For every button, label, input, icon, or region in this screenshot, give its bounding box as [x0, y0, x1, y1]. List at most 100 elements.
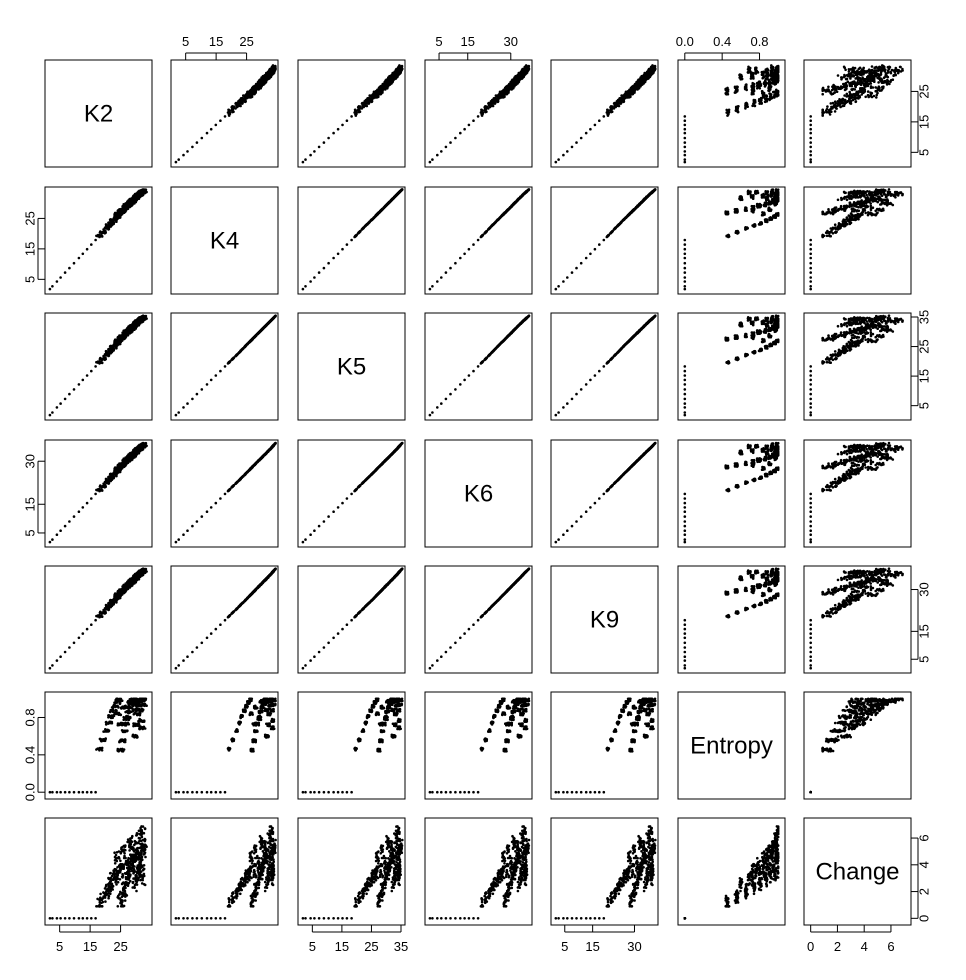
- point-K2-K9-577: [643, 76, 646, 79]
- point-K2-Change-577: [883, 76, 886, 79]
- point-K4-K5-571: [398, 191, 401, 194]
- point-K2-Change-518: [851, 85, 854, 88]
- point-K2-K9-571: [651, 66, 654, 69]
- point-K2-K6-579: [506, 90, 509, 93]
- point-K2-Entropy-568: [764, 71, 767, 74]
- point-K2-Change-241: [825, 111, 828, 114]
- point-K4-K2-571: [143, 191, 146, 194]
- point-K2-Change-523: [865, 78, 868, 81]
- point-K2-K5-545: [359, 106, 362, 109]
- point-K2-Change-465: [851, 89, 854, 92]
- point-K2-K5-7: [332, 132, 335, 135]
- point-K2-Change-581: [897, 72, 900, 75]
- point-K2-K5-577: [390, 76, 393, 79]
- point-K2-Entropy-250: [734, 86, 737, 89]
- point-K2-Entropy-512: [769, 93, 772, 96]
- point-K2-K6-545: [485, 106, 488, 109]
- point-K2-Entropy-570: [747, 68, 750, 71]
- point-K2-Entropy-579: [752, 90, 755, 93]
- point-K4-K5-572: [400, 189, 403, 192]
- point-K4-K5-9: [341, 248, 344, 251]
- point-K2-K4-571: [271, 66, 274, 69]
- point-K2-K9-2: [562, 154, 565, 157]
- point-K2-K6-7: [459, 132, 462, 135]
- point-K2-Change-558: [849, 82, 852, 85]
- point-K2-K5-9: [341, 124, 344, 127]
- point-K2-K6-546: [488, 104, 491, 107]
- point-K2-Entropy-526: [752, 77, 755, 80]
- point-K2-Change-485: [868, 80, 871, 83]
- point-K2-Change-461: [881, 81, 884, 84]
- point-K2-K6-513: [500, 95, 503, 98]
- point-K2-K9-581: [647, 72, 650, 75]
- point-K4-K2-578: [122, 204, 125, 207]
- point-K2-Change-115: [871, 65, 874, 68]
- point-K2-Change-151: [862, 67, 865, 70]
- point-K2-K5-558: [385, 82, 388, 85]
- point-K2-Change-547: [842, 105, 845, 108]
- point-K2-Change-511: [848, 98, 851, 101]
- point-K2-K5-0: [302, 161, 305, 164]
- point-K4-K6-9: [468, 248, 471, 251]
- point-K2-K4-551: [246, 91, 249, 94]
- point-K2-Entropy-559: [768, 83, 771, 86]
- point-K2-Entropy-558: [765, 82, 768, 85]
- point-K2-Entropy-551: [772, 91, 775, 94]
- point-K2-Change-307: [871, 96, 874, 99]
- point-K2-K5-11: [350, 115, 353, 118]
- point-K2-K9-553: [630, 88, 633, 91]
- point-K2-Change-422: [870, 85, 873, 88]
- point-K2-K6-2: [436, 154, 439, 157]
- point-K2-Entropy-476: [775, 89, 778, 92]
- point-K2-Entropy-4: [684, 146, 687, 149]
- point-K2-Entropy-572: [775, 67, 778, 70]
- point-K2-K5-468: [355, 114, 358, 117]
- point-K2-K9-578: [637, 87, 640, 90]
- point-K2-K9-513: [626, 95, 629, 98]
- point-K2-Entropy-531: [754, 67, 757, 70]
- point-K2-Change-117: [875, 96, 878, 99]
- point-K2-Entropy-431: [737, 105, 740, 108]
- point-K2-Entropy-509: [754, 104, 757, 107]
- point-K2-Entropy-8: [684, 128, 687, 131]
- point-K4-K5-551: [373, 216, 376, 219]
- point-K2-Change-546: [838, 104, 841, 107]
- point-K2-Change-492: [860, 70, 863, 73]
- point-K2-Entropy-575: [773, 82, 776, 85]
- point-K2-K6-572: [527, 67, 530, 70]
- point-K4-K2-8: [82, 253, 85, 256]
- point-K2-Entropy-545: [735, 106, 738, 109]
- point-K4-K2-544: [100, 234, 103, 237]
- point-K2-Change-526: [849, 77, 852, 80]
- point-K4-K2-573: [116, 212, 119, 215]
- point-K2-Change-549: [844, 99, 847, 102]
- point-K2-Change-438: [854, 93, 857, 96]
- point-K2-K4-574: [255, 87, 258, 90]
- point-K2-Entropy-521: [768, 79, 771, 82]
- point-K2-Change-532: [852, 71, 855, 74]
- point-K4-K2-546: [105, 227, 108, 230]
- point-K4-K5-579: [380, 209, 383, 212]
- point-K2-Entropy-494: [747, 71, 750, 74]
- point-K2-K9-526: [647, 77, 650, 80]
- point-K4-K2-9: [86, 248, 89, 251]
- point-K2-Entropy-555: [745, 85, 748, 88]
- point-K2-K6-471: [491, 100, 494, 103]
- point-K2-K6-0: [429, 161, 432, 164]
- point-K2-Change-545: [830, 106, 833, 109]
- point-K2-K9-544: [607, 110, 610, 113]
- point-K2-Change-378: [870, 69, 873, 72]
- point-K2-Change-561: [868, 75, 871, 78]
- point-K2-Change-553: [821, 88, 824, 91]
- point-K2-Change-497: [867, 90, 870, 93]
- point-K2-K5-8: [337, 128, 340, 131]
- point-K2-K6-8: [463, 128, 466, 131]
- point-K2-Change-442: [840, 85, 843, 88]
- point-K2-K6-10: [472, 119, 475, 122]
- point-K2-Entropy-569: [756, 71, 759, 74]
- point-K2-K9-468: [607, 114, 610, 117]
- point-K2-Change-574: [878, 87, 881, 90]
- point-K2-Entropy-574: [767, 87, 770, 90]
- point-K2-K5-3: [313, 150, 316, 153]
